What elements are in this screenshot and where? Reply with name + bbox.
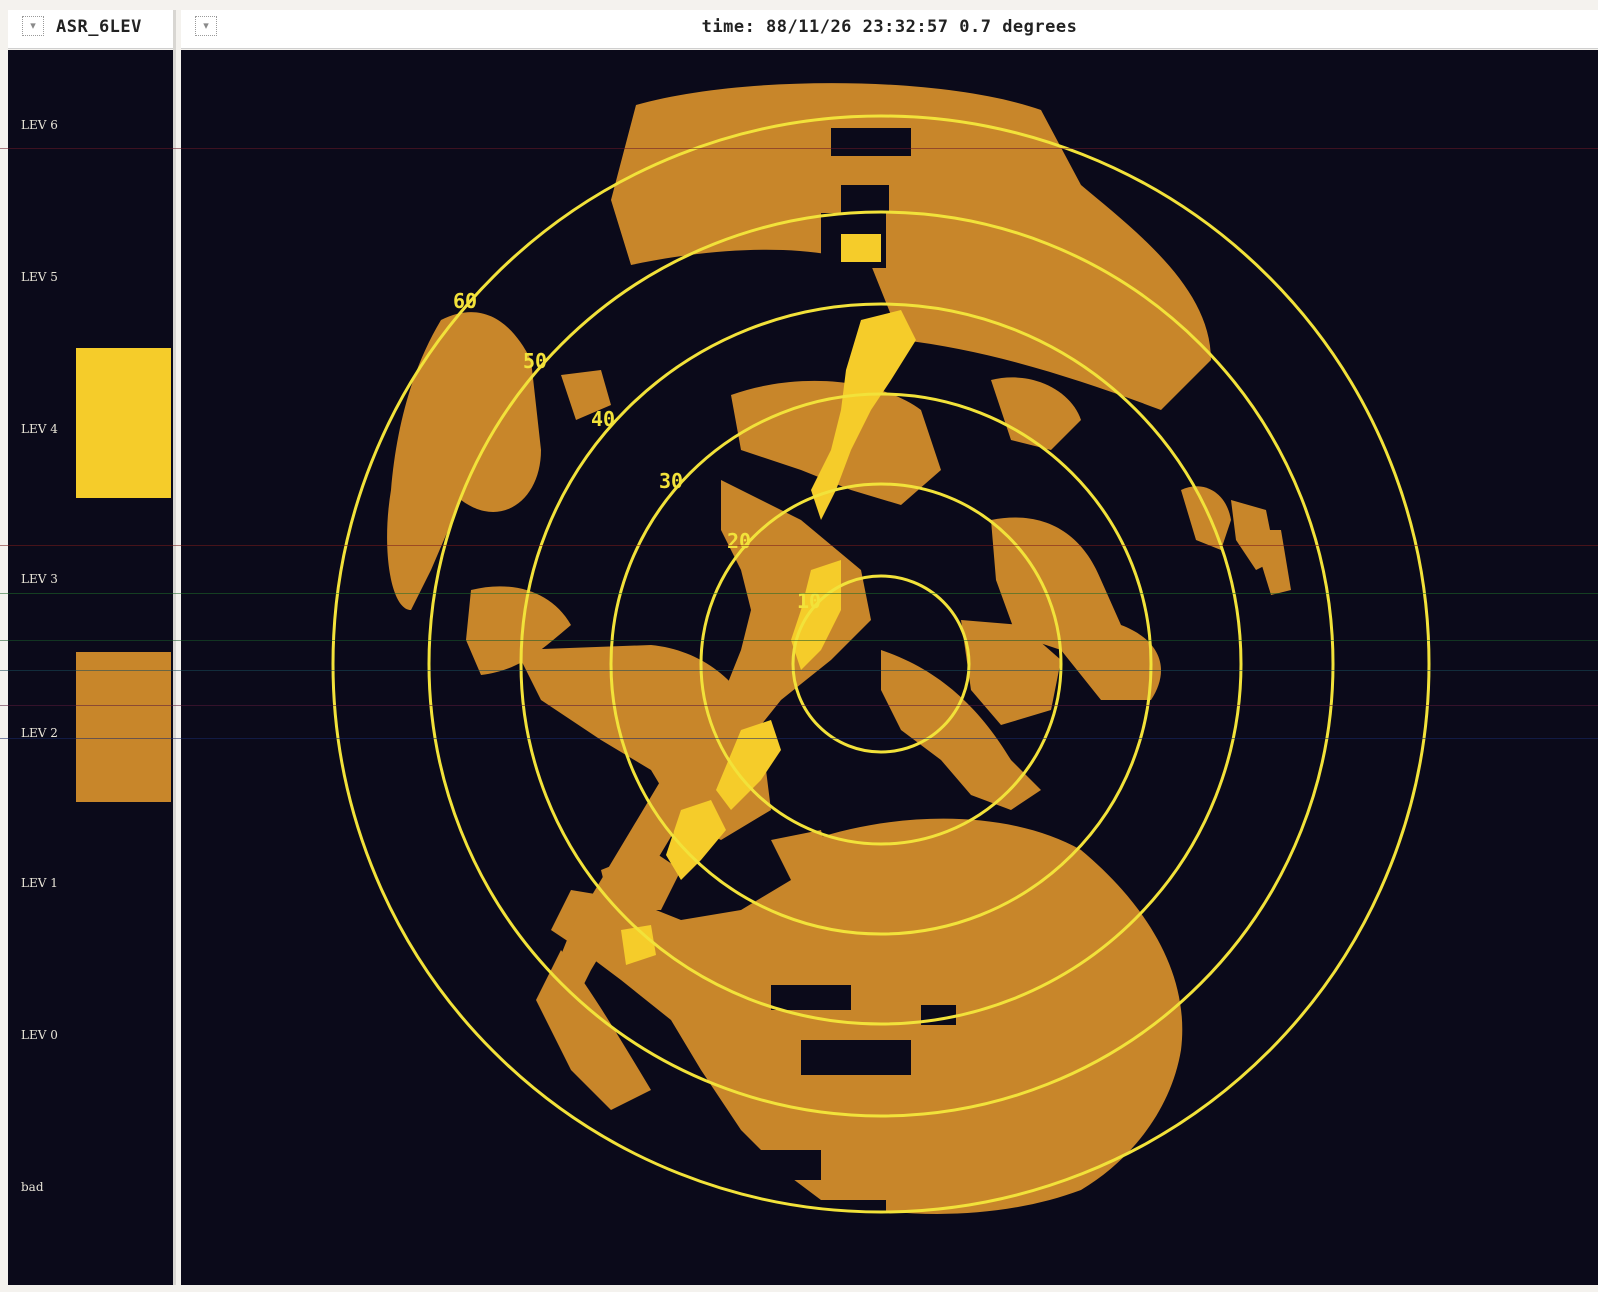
window-menu-icon[interactable]: ▾	[22, 16, 44, 36]
scan-line	[0, 738, 1598, 739]
range-label-20: 20	[727, 529, 751, 553]
level-label: LEV 0	[21, 1028, 58, 1042]
radar-window: ▾ time: 88/11/26 23:32:57 0.7 degrees	[181, 10, 1598, 1285]
range-ring-40	[519, 302, 1243, 1026]
clear-air-gaps	[741, 128, 956, 1230]
scan-line	[0, 670, 1598, 671]
legend-level-bad: bad	[8, 1142, 173, 1292]
range-ring-20	[699, 482, 1063, 846]
scan-line	[0, 545, 1598, 546]
legend-panel: LEV 6 LEV 5 LEV 4 LEV 3 LEV 2 LEV 1 LEV …	[8, 50, 173, 1285]
legend-level-6: LEV 6	[8, 80, 173, 230]
range-ring-50	[427, 210, 1335, 1118]
level-label: bad	[21, 1180, 44, 1194]
legend-level-0: LEV 0	[8, 990, 173, 1140]
level-label: LEV 5	[21, 270, 58, 284]
scan-line	[0, 640, 1598, 641]
level-4-color-swatch	[76, 348, 171, 498]
legend-window: ▾ ASR_6LEV LEV 6 LEV 5 LEV 4 LEV 3 LEV 2…	[8, 10, 176, 1285]
legend-level-1: LEV 1	[8, 838, 173, 988]
legend-level-5: LEV 5	[8, 232, 173, 382]
range-ring-60	[331, 114, 1431, 1214]
level-label: LEV 1	[21, 876, 58, 890]
window-menu-icon[interactable]: ▾	[195, 16, 217, 36]
range-ring-30	[609, 392, 1153, 936]
radar-titlebar: ▾ time: 88/11/26 23:32:57 0.7 degrees	[181, 10, 1598, 49]
range-label-30: 30	[659, 469, 683, 493]
scan-line	[0, 593, 1598, 594]
range-ring-10	[791, 574, 971, 754]
scan-line	[0, 148, 1598, 149]
legend-level-4: LEV 4	[8, 348, 173, 498]
level-label: LEV 2	[21, 726, 58, 740]
level-label: LEV 4	[21, 422, 58, 436]
range-rings	[331, 114, 1431, 1214]
range-label-50: 50	[523, 349, 547, 373]
range-label-60: 60	[453, 289, 477, 313]
radar-display[interactable]: 10 20 30 40 50 60	[181, 50, 1598, 1285]
level-2-color-swatch	[76, 652, 171, 802]
radar-plot[interactable]: 10 20 30 40 50 60	[181, 50, 1598, 1285]
radar-window-title: time: 88/11/26 23:32:57 0.7 degrees	[701, 17, 1078, 37]
level-label: LEV 3	[21, 572, 58, 586]
legend-titlebar: ▾ ASR_6LEV	[8, 10, 173, 49]
range-ring-labels: 10 20 30 40 50 60	[453, 289, 821, 613]
range-label-40: 40	[591, 407, 615, 431]
legend-level-2: LEV 2	[8, 652, 173, 802]
legend-window-title: ASR_6LEV	[56, 17, 142, 37]
legend-level-3: LEV 3	[8, 534, 173, 684]
scan-line	[0, 705, 1598, 706]
level-label: LEV 6	[21, 118, 58, 132]
reflectivity-level-4-echoes	[621, 234, 916, 965]
